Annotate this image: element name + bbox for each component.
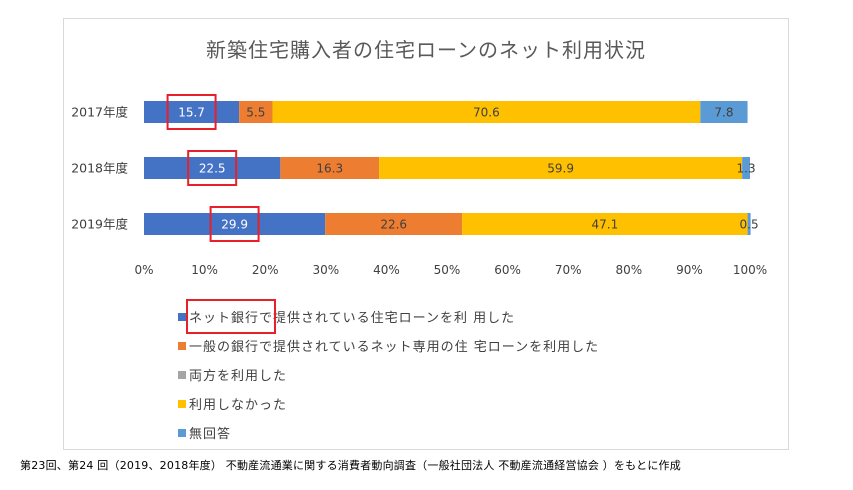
highlight-box-3: [209, 206, 260, 242]
x-tick-label-8: 80%: [615, 263, 642, 277]
data-label-general-bank-3: 22.6: [380, 218, 407, 232]
data-label-net-bank-1: 15.7: [178, 106, 205, 120]
bar-general-bank-1: [239, 101, 273, 123]
category-label-2: 2018年度: [71, 161, 128, 176]
legend-label-no-answer: 無回答: [189, 427, 232, 442]
x-tick-label-5: 50%: [434, 263, 461, 277]
x-tick-label-10: 100%: [733, 263, 767, 277]
data-label-not-used-1: 70.6: [473, 106, 500, 120]
legend-label-net-bank-part1: ネット銀行で: [189, 311, 274, 326]
legend-swatch-no-answer: [178, 428, 186, 437]
bar-general-bank-3: [325, 213, 463, 235]
source-note: 第23回、第24 回（2019、2018年度） 不動産流通業に関する消費者動向調…: [20, 459, 681, 472]
x-tick-label-2: 20%: [252, 263, 279, 277]
data-label-no-answer-1: 7.8: [714, 106, 733, 120]
data-label-net-bank-2: 22.5: [199, 162, 226, 176]
x-tick-label-6: 60%: [494, 263, 521, 277]
x-tick-label-0: 0%: [134, 263, 153, 277]
data-label-no-answer-2: 1.3: [737, 162, 756, 176]
legend-item-both: 両方を利用した: [178, 360, 599, 389]
x-tick-label-1: 10%: [191, 263, 218, 277]
legend-swatch-net-bank: [178, 312, 186, 321]
bar-no-answer-3: [747, 213, 751, 235]
legend-swatch-both: [178, 370, 186, 379]
data-label-not-used-2: 59.9: [547, 162, 574, 176]
bar-no-answer-1: [700, 101, 748, 123]
highlight-box-2: [187, 150, 238, 186]
legend-swatch-not-used: [178, 399, 186, 408]
category-label-1: 2017年度: [71, 105, 128, 120]
legend-label-both: 両方を利用した: [189, 369, 288, 384]
legend-label-not-used: 利用しなかった: [189, 398, 288, 413]
bar-net-bank-2: [144, 157, 281, 179]
x-tick-label-3: 30%: [312, 263, 339, 277]
data-label-not-used-3: 47.1: [592, 218, 619, 232]
legend-label-net-bank-part2: 提供されている住宅ローンを利 用した: [273, 311, 516, 326]
legend-swatch-general-bank: [178, 341, 186, 350]
bar-net-bank-3: [144, 213, 326, 235]
bar-not-used-1: [272, 101, 701, 123]
legend-label-net-bank-highlighted: ネット銀行で: [185, 299, 277, 334]
legend-label-general-bank: 一般の銀行で提供されているネット専用の住 宅ローンを利用した: [189, 340, 600, 355]
legend-item-no-answer: 無回答: [178, 418, 599, 447]
bar-no-answer-2: [742, 157, 750, 179]
legend: ネット銀行で 提供されている住宅ローンを利 用した 一般の銀行で提供されているネッ…: [178, 299, 599, 447]
bar-not-used-2: [379, 157, 743, 179]
category-label-3: 2019年度: [71, 217, 128, 232]
highlight-box-1: [166, 94, 217, 130]
data-label-no-answer-3: 0.5: [740, 218, 759, 232]
legend-item-general-bank: 一般の銀行で提供されているネット専用の住 宅ローンを利用した: [178, 331, 599, 360]
legend-item-not-used: 利用しなかった: [178, 389, 599, 418]
x-tick-label-7: 70%: [555, 263, 582, 277]
chart-title: 新築住宅購入者の住宅ローンのネット利用状況: [206, 38, 646, 62]
x-tick-label-4: 40%: [373, 263, 400, 277]
data-label-general-bank-2: 16.3: [316, 162, 343, 176]
legend-item-net-bank: ネット銀行で 提供されている住宅ローンを利 用した: [178, 299, 599, 334]
bar-not-used-3: [462, 213, 748, 235]
x-tick-label-9: 90%: [676, 263, 703, 277]
bar-general-bank-2: [280, 157, 380, 179]
data-label-general-bank-1: 5.5: [246, 106, 265, 120]
data-label-net-bank-3: 29.9: [221, 218, 248, 232]
